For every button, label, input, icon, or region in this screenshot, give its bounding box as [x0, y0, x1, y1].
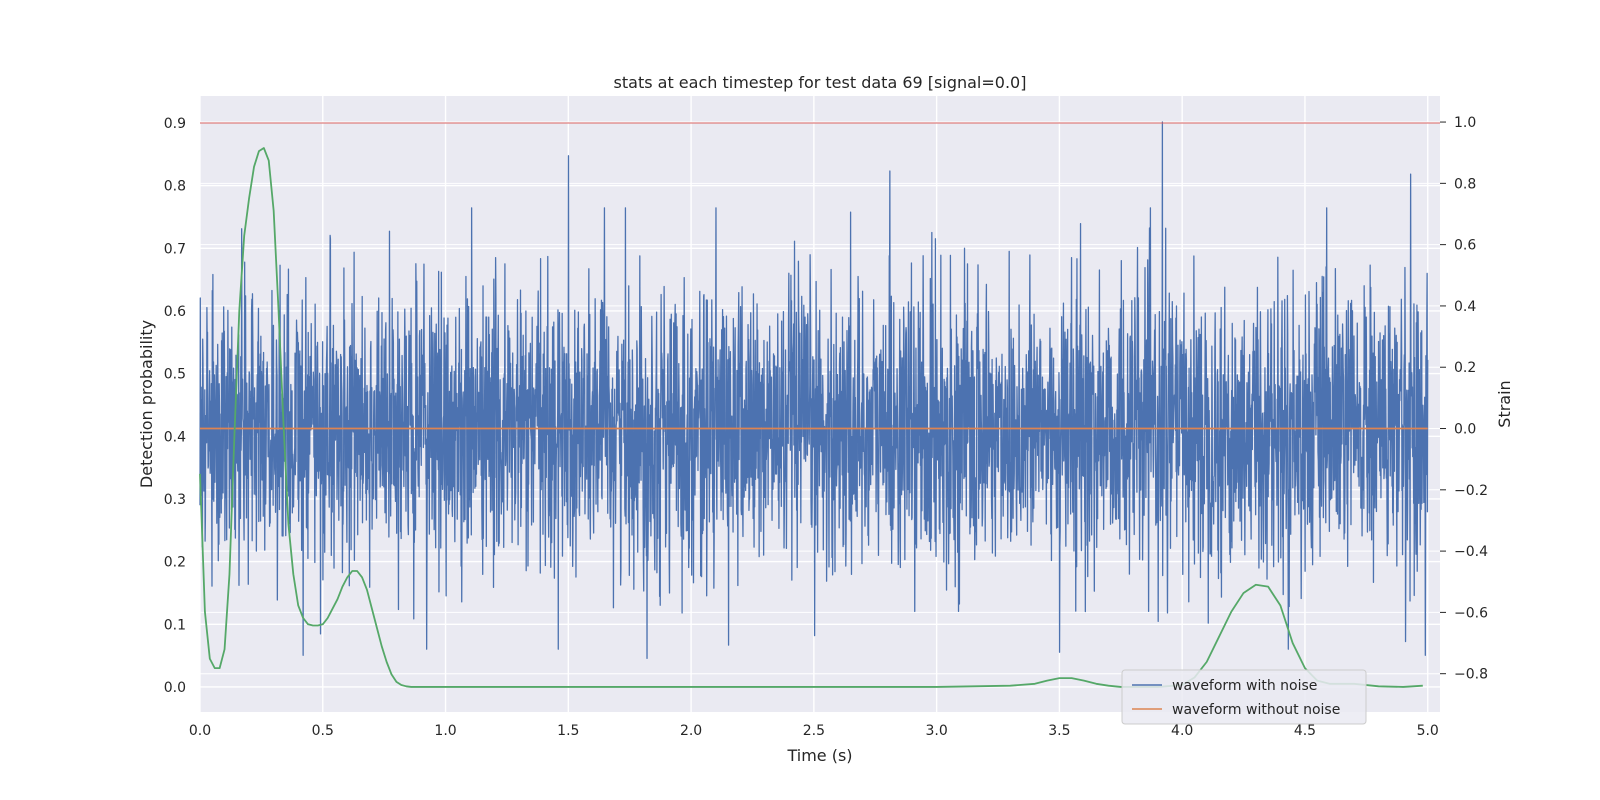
y-right-tick-label: 0.0 [1454, 422, 1476, 438]
chart-title: stats at each timestep for test data 69 … [614, 73, 1027, 92]
y-tick-label: 0.1 [164, 617, 186, 633]
x-tick-label: 4.0 [1171, 723, 1193, 739]
y-right-tick-label: 1.0 [1454, 115, 1476, 131]
x-tick-label: 1.0 [434, 723, 456, 739]
y-right-tick-label: 0.6 [1454, 238, 1476, 254]
y-right-tick-label: −0.4 [1454, 544, 1488, 560]
x-tick-label: 3.0 [926, 723, 948, 739]
y-right-tick-label: −0.6 [1454, 605, 1488, 621]
y-right-tick-label: 0.2 [1454, 360, 1476, 376]
x-tick-label: 2.0 [680, 723, 702, 739]
series-layer [199, 121, 1440, 688]
y-tick-label: 0.7 [164, 241, 186, 257]
x-tick-labels: 0.0 0.5 1.0 1.5 2.0 2.5 3.0 3.5 4.0 4.5 5.0 [189, 723, 1439, 739]
x-axis-title: Time (s) [786, 746, 852, 765]
x-tick-label: 0.0 [189, 723, 211, 739]
y-tick-label: 0.0 [164, 680, 186, 696]
x-tick-label: 1.5 [557, 723, 579, 739]
legend-label-waveform-with-noise: waveform with noise [1172, 678, 1317, 694]
y-right-tick-labels: −0.8 −0.6 −0.4 −0.2 0.0 0.2 0.4 0.6 0.8 1.0 [1440, 115, 1488, 683]
legend-label-waveform-without-noise: waveform without noise [1172, 702, 1340, 718]
x-tick-label: 4.5 [1294, 723, 1316, 739]
series-detection-probability [199, 147, 1423, 688]
y-right-tick-label: 0.4 [1454, 299, 1476, 315]
y-right-tick-label: −0.8 [1454, 667, 1488, 683]
y-tick-label: 0.8 [164, 179, 186, 195]
series-waveform-with-noise [199, 121, 1429, 660]
y-tick-label: 0.9 [164, 116, 186, 132]
y-tick-label: 0.4 [164, 429, 186, 445]
x-tick-label: 0.5 [312, 723, 334, 739]
y-tick-label: 0.3 [164, 492, 186, 508]
x-tick-label: 2.5 [803, 723, 825, 739]
y-right-tick-label: −0.2 [1454, 483, 1488, 499]
y-right-tick-label: 0.8 [1454, 176, 1476, 192]
legend: waveform with noise waveform without noi… [1121, 669, 1367, 725]
legend-box [1121, 669, 1367, 725]
y-tick-label: 0.2 [164, 555, 186, 571]
x-tick-label: 5.0 [1417, 723, 1439, 739]
y-tick-labels: 0.0 0.1 0.2 0.3 0.4 0.5 0.6 0.7 0.8 0.9 [164, 116, 186, 696]
y-axis-title: Detection probability [137, 320, 156, 488]
y-tick-label: 0.6 [164, 304, 186, 320]
y-right-axis-title: Strain [1495, 380, 1514, 427]
x-tick-label: 3.5 [1048, 723, 1070, 739]
y-tick-label: 0.5 [164, 367, 186, 383]
